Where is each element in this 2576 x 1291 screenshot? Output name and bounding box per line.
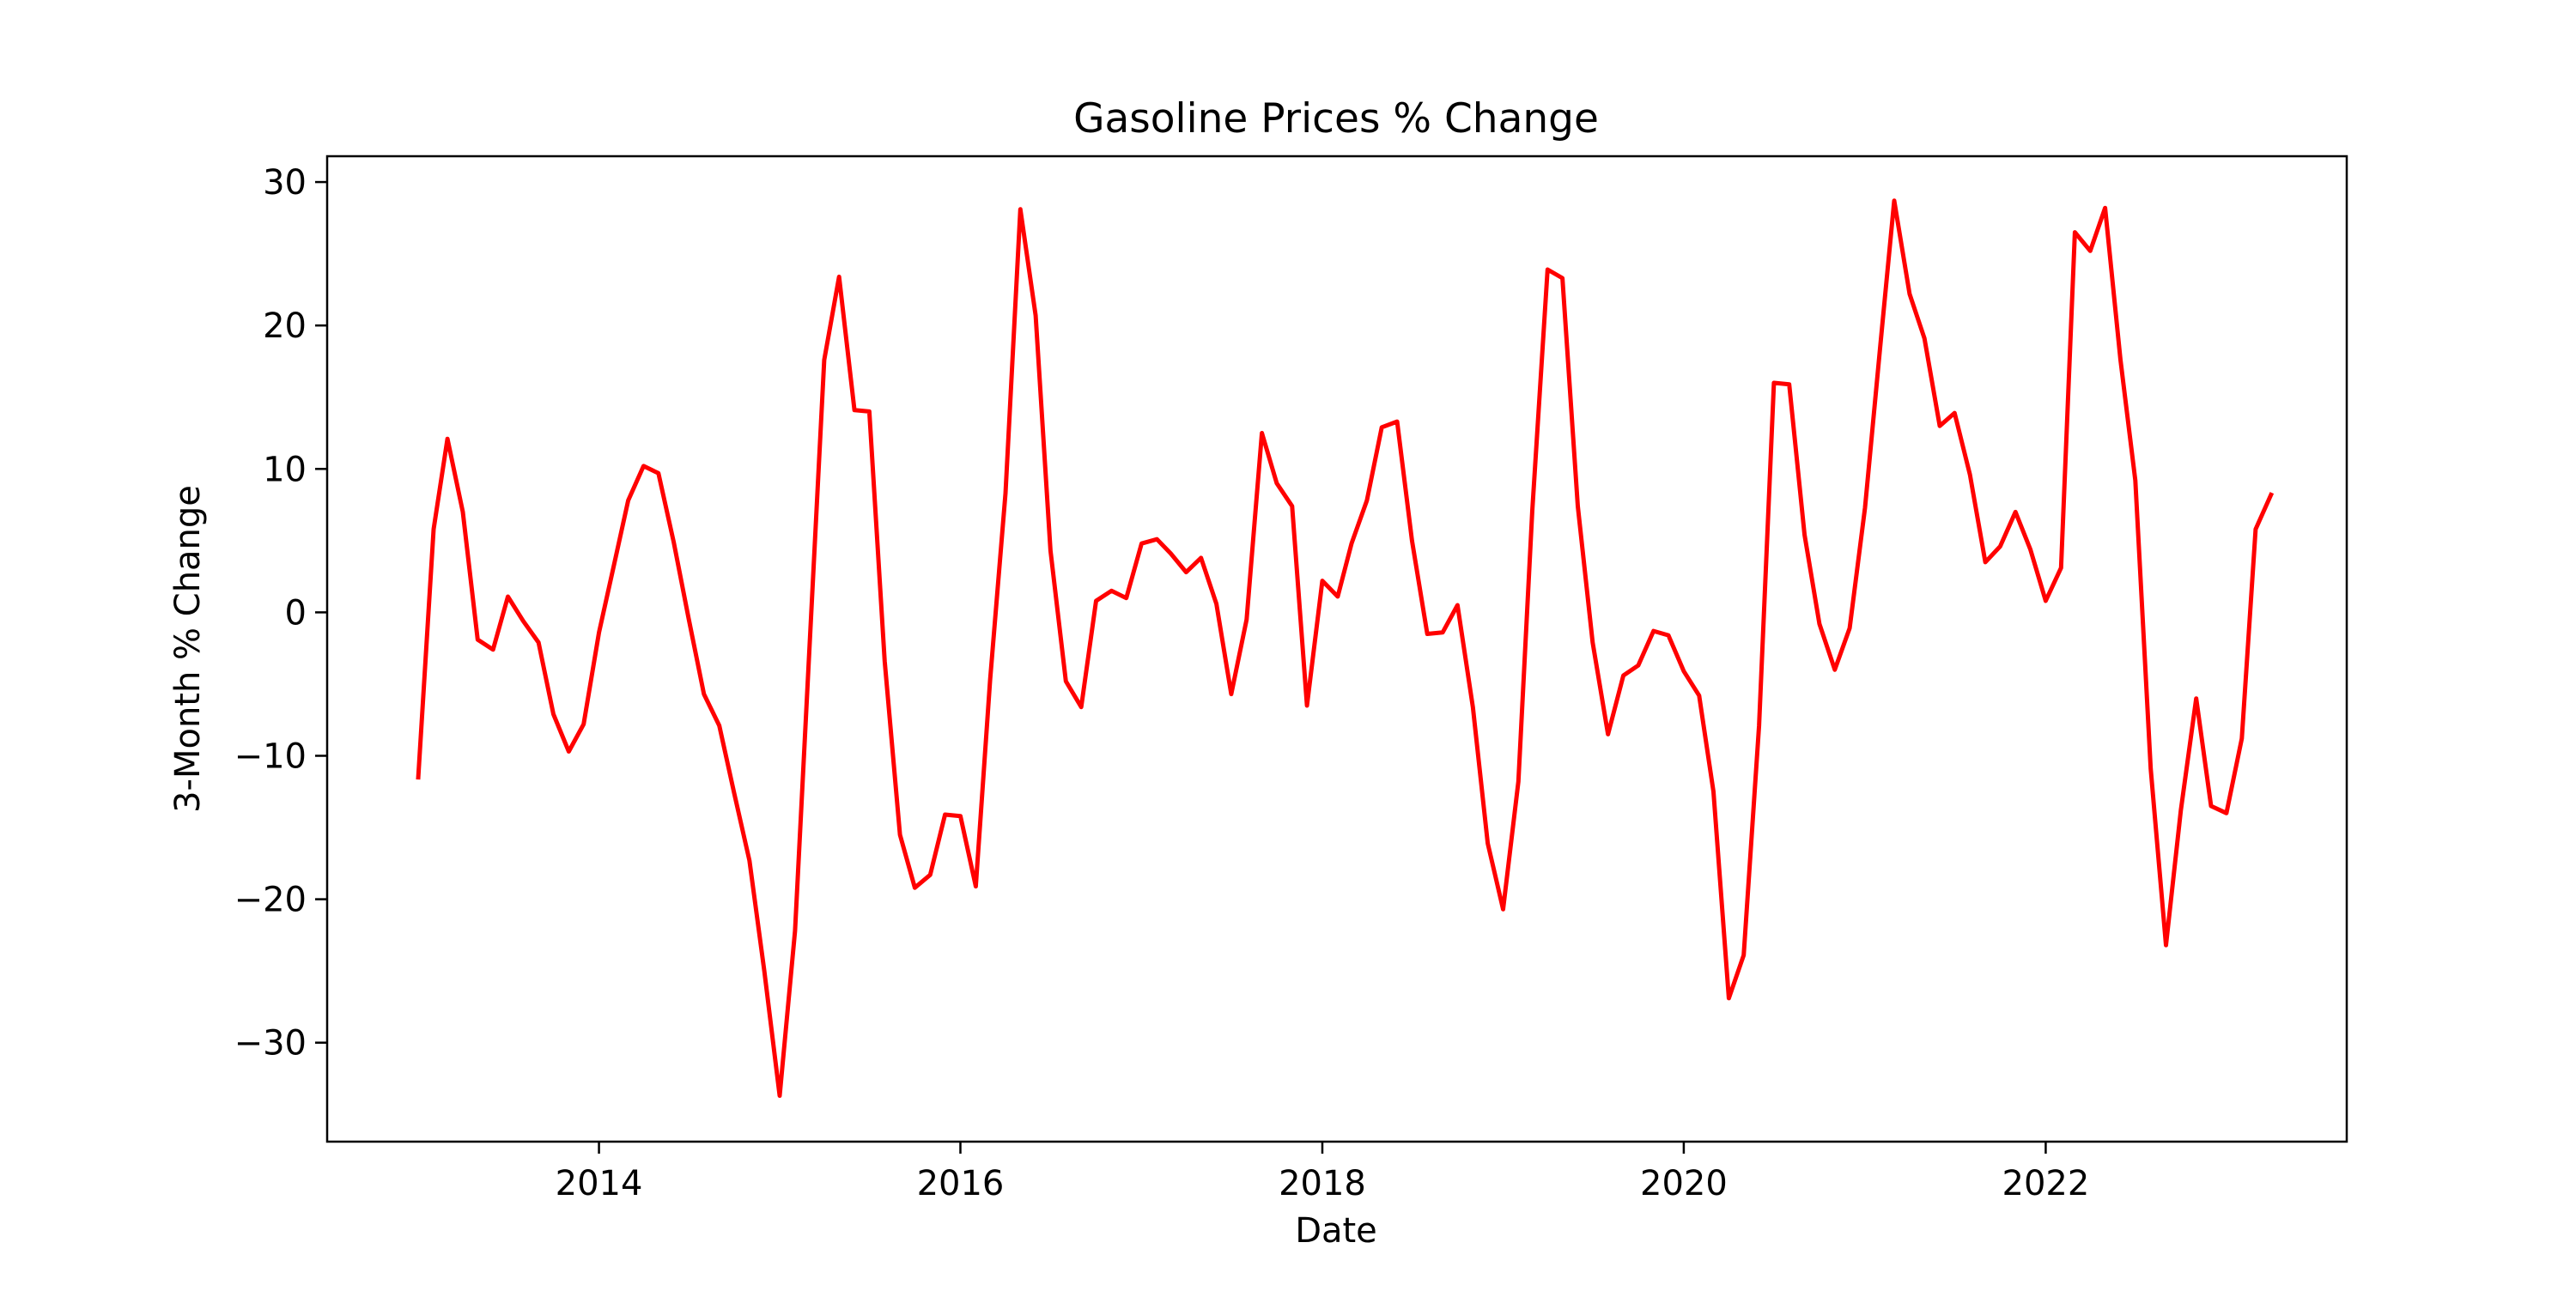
plot-frame — [325, 155, 2348, 1143]
x-tick-label: 2018 — [1279, 1164, 1366, 1203]
y-axis: −30 −20 −10 0 10 20 30 — [234, 163, 327, 1064]
x-axis-label: Date — [1295, 1211, 1377, 1251]
y-tick-label: 30 — [263, 163, 307, 203]
x-tick-label: 2016 — [917, 1164, 1005, 1203]
x-tick-label: 2014 — [556, 1164, 643, 1203]
x-axis: 2014 2016 2018 2020 2022 — [556, 1142, 2090, 1203]
y-tick-label: −20 — [234, 881, 307, 920]
chart-title: Gasoline Prices % Change — [1073, 95, 1599, 142]
x-tick-label: 2020 — [1640, 1164, 1728, 1203]
y-tick-label: 20 — [263, 306, 307, 346]
x-tick-label: 2022 — [2002, 1164, 2090, 1203]
y-tick-label: 0 — [285, 593, 307, 633]
y-axis-label: 3-Month % Change — [168, 485, 208, 813]
y-tick-label: 10 — [263, 450, 307, 489]
plot-area — [416, 198, 2275, 1098]
y-tick-label: −30 — [234, 1024, 307, 1064]
series-line-gasoline-change — [416, 198, 2275, 1098]
y-tick-label: −10 — [234, 736, 307, 776]
